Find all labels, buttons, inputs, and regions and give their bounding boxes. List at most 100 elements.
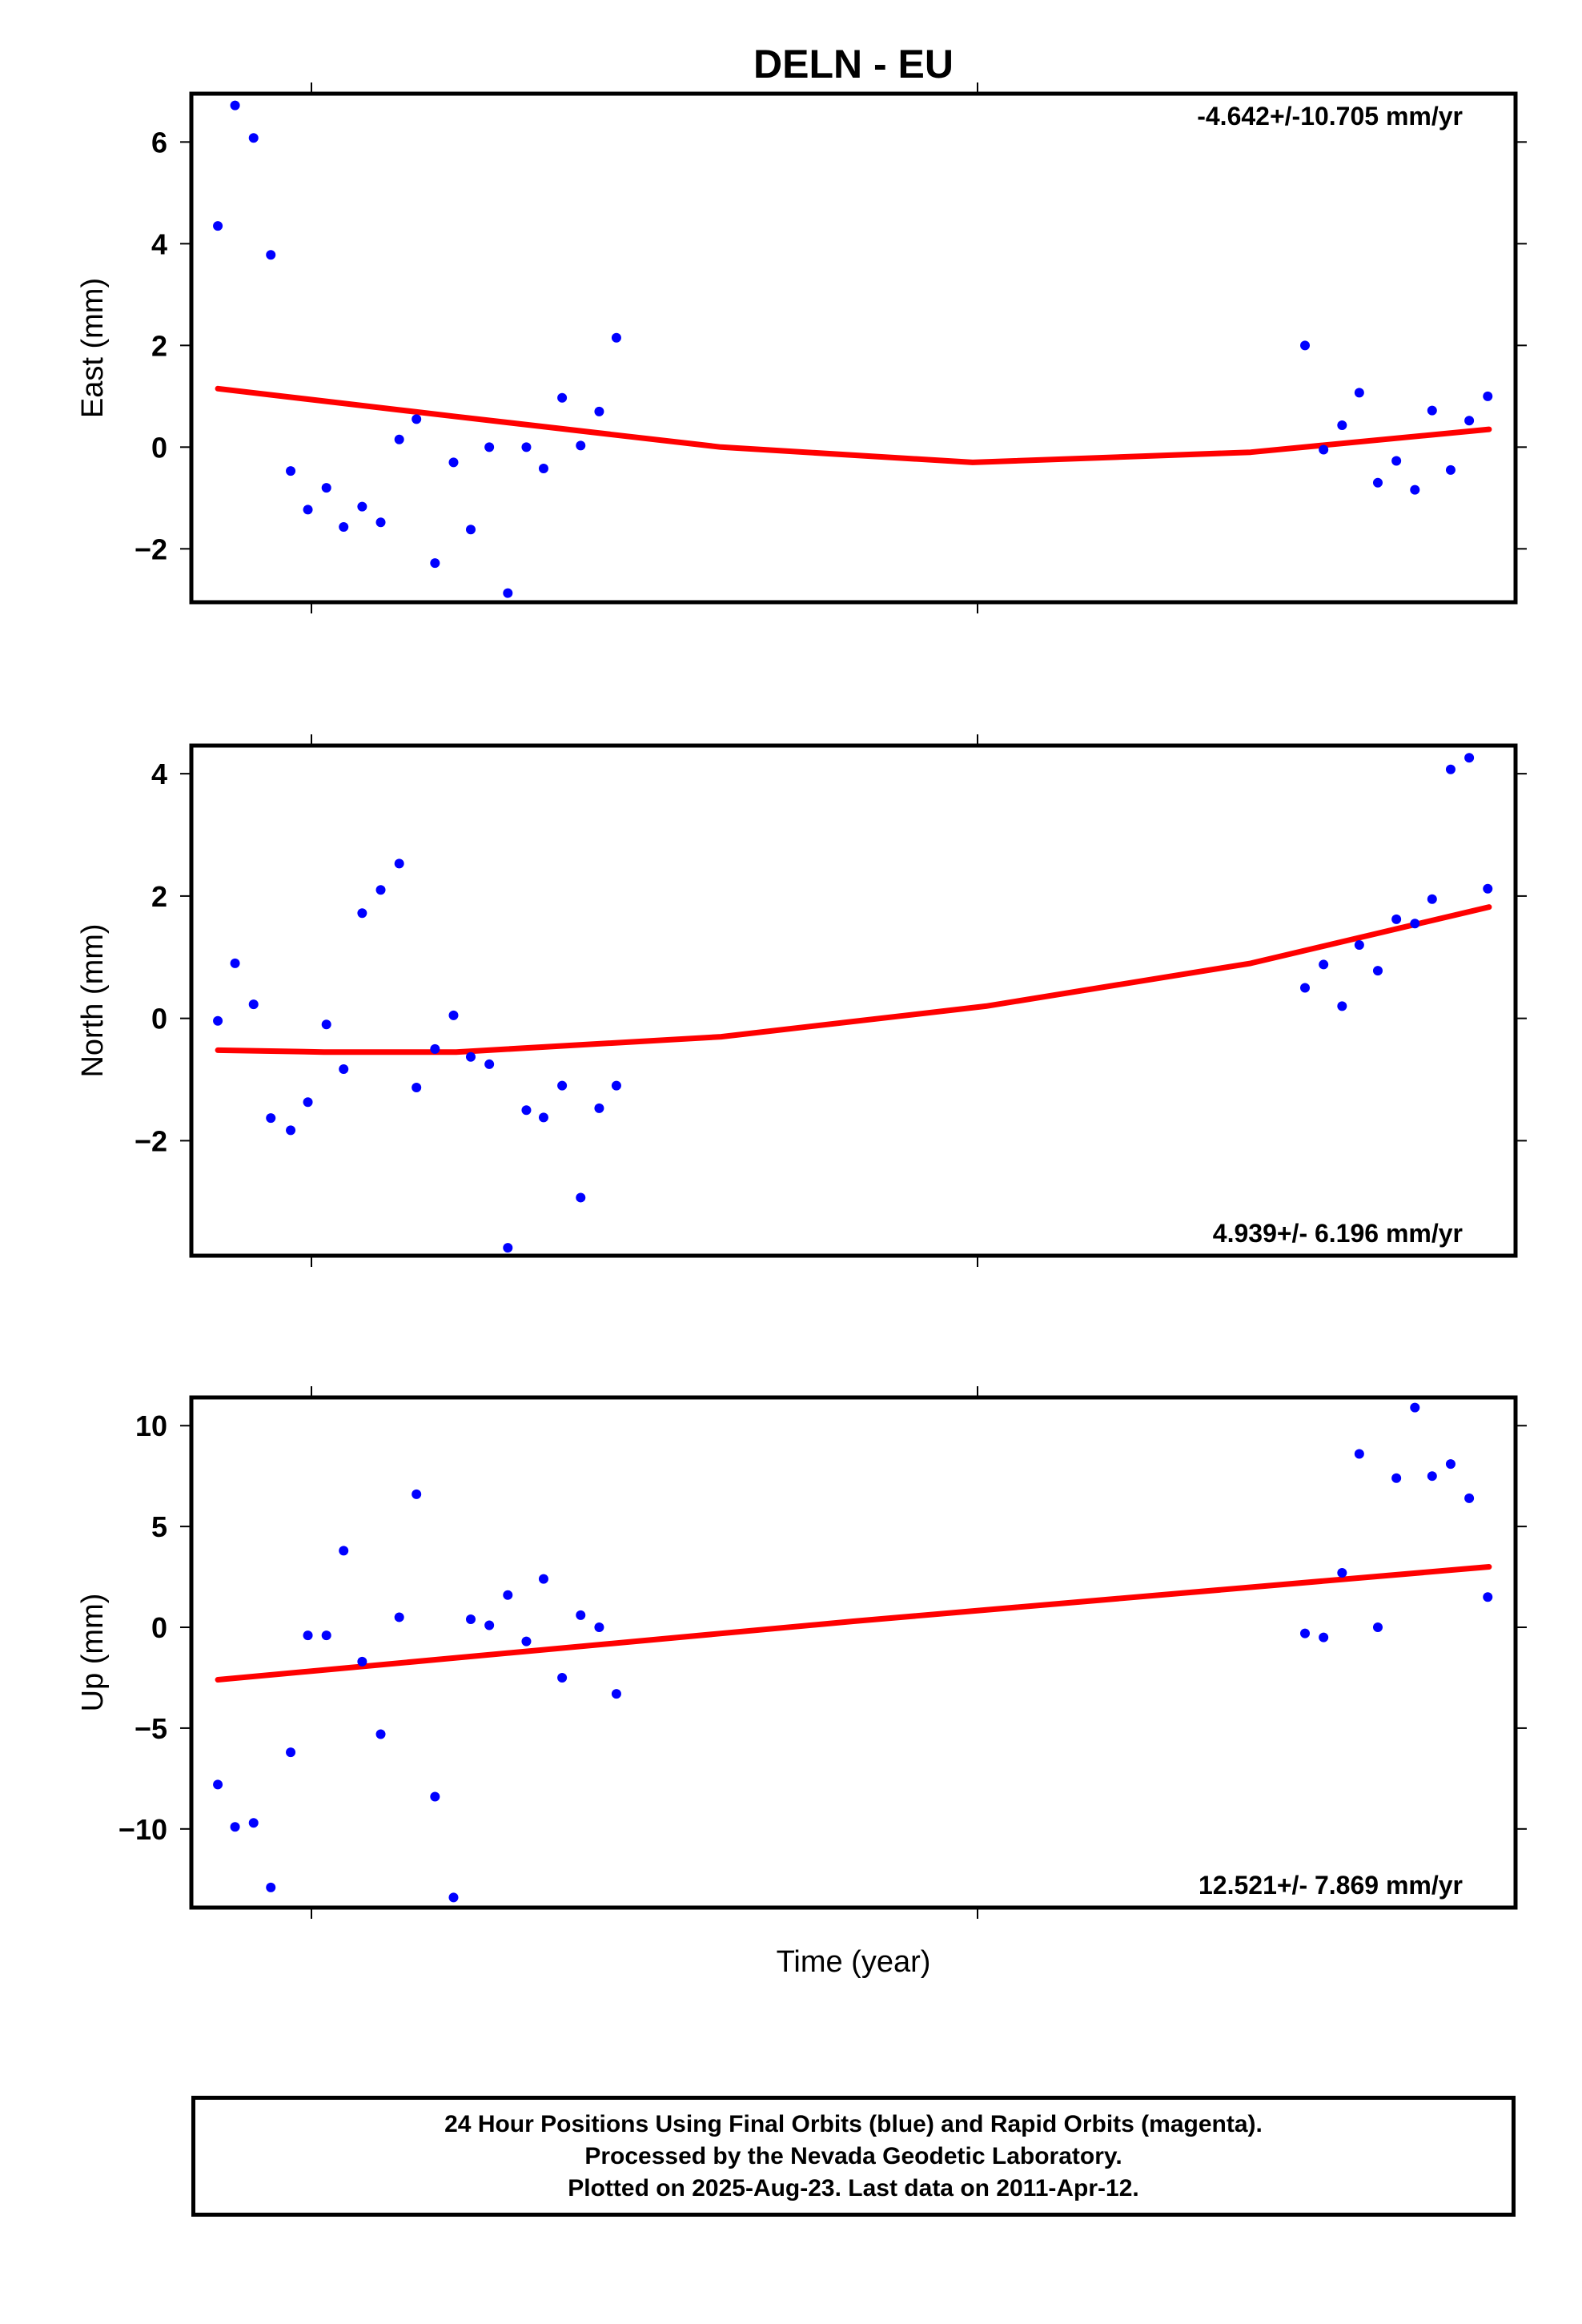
data-point [303,1630,313,1641]
data-point [594,1103,604,1113]
data-point [538,1112,548,1123]
panel-2: −2 0 2 4 North (mm) 4.939+/- 6.196 mm/yr [76,734,1527,1267]
data-point [230,100,240,111]
data-point [521,442,532,452]
data-point [375,517,386,528]
rate-label: -4.642+/-10.705 mm/yr [1197,102,1463,131]
data-point [1483,391,1493,401]
data-point [394,434,404,444]
data-point [1319,1632,1329,1642]
y-axis-label: Up (mm) [76,1594,110,1712]
data-point [503,1243,513,1253]
data-point [611,332,621,343]
footer-line-3: Plotted on 2025-Aug-23. Last data on 201… [568,2174,1139,2201]
data-point [576,440,586,451]
y-tick-label: 2 [151,329,167,362]
data-point [248,1818,259,1828]
data-point [611,1689,621,1699]
y-tick-label: 5 [151,1510,167,1543]
data-point [465,525,476,535]
fit-curve [215,1564,1492,1683]
data-point [1427,405,1437,416]
data-point [1445,1459,1456,1470]
data-point [1445,464,1456,475]
data-point [321,1019,331,1030]
y-tick-label: 0 [151,1611,167,1644]
data-point [448,1010,459,1020]
data-point [412,1082,422,1092]
fit-curve [215,904,1492,1055]
data-point [1300,340,1311,351]
data-point [594,1622,604,1633]
rate-label: 12.521+/- 7.869 mm/yr [1199,1871,1463,1900]
y-tick-label: −2 [135,533,167,565]
data-point [1319,959,1329,970]
data-point [339,1064,349,1075]
y-tick-label: 0 [151,1003,167,1035]
footer-box: 24 Hour Positions Using Final Orbits (bl… [191,2096,1516,2217]
data-point [412,414,422,424]
data-point [1464,753,1475,763]
y-tick-label: −10 [118,1813,167,1846]
data-point [557,1080,568,1091]
data-point [1372,966,1383,976]
plot-frame [189,1395,1518,1910]
data-point [1483,1592,1493,1602]
data-point [1483,883,1493,894]
y-tick-label: −2 [135,1124,167,1157]
data-point [394,1612,404,1622]
y-tick-label: 0 [151,431,167,464]
data-point [321,1630,331,1641]
data-point [1464,1493,1475,1503]
data-point [248,999,259,1010]
data-point [1337,1568,1347,1578]
data-point [339,1546,349,1556]
data-point [213,1779,223,1790]
data-point [375,885,386,895]
data-point [1464,416,1475,426]
data-point [266,250,276,260]
data-point [576,1610,586,1620]
plot-frame [189,743,1518,1258]
data-point [1372,477,1383,488]
data-point [412,1489,422,1499]
data-point [521,1105,532,1116]
data-point [538,1574,548,1584]
data-point [503,1590,513,1600]
data-point [1410,485,1420,495]
y-axis-label: East (mm) [76,278,110,418]
data-point [1354,939,1364,950]
data-point [521,1636,532,1647]
data-point [465,1051,476,1062]
y-axis-label: North (mm) [76,923,110,1077]
panel-3: −10 −5 0 5 10 Up (mm) 12.521+/- 7.869 mm/yr [76,1386,1527,1919]
data-point [286,1125,296,1136]
data-point [1391,914,1402,924]
data-point [1319,444,1329,455]
data-point [557,1672,568,1683]
rate-label: 4.939+/- 6.196 mm/yr [1213,1219,1463,1248]
data-point [357,1656,367,1667]
x-axis-label: Time (year) [777,1945,931,1979]
data-point [230,1822,240,1832]
y-tick-label: 6 [151,126,167,159]
data-point [357,501,367,512]
data-point [1410,1402,1420,1413]
data-point [430,1791,440,1802]
data-point [1391,456,1402,466]
data-point [266,1882,276,1892]
data-point [248,133,259,143]
panel-1: −2 0 2 4 6 East (mm) -4.642+/-10.705 mm/yr [76,82,1527,613]
data-point [484,1059,495,1069]
data-point [430,1043,440,1054]
data-point [1445,764,1456,774]
data-point [448,1892,459,1903]
data-point [357,908,367,919]
data-point [375,1729,386,1739]
data-point [1427,1471,1437,1482]
data-point [1300,1628,1311,1638]
y-tick-label: 2 [151,880,167,913]
data-point [394,858,404,869]
data-point [576,1192,586,1203]
data-point [1372,1622,1383,1633]
